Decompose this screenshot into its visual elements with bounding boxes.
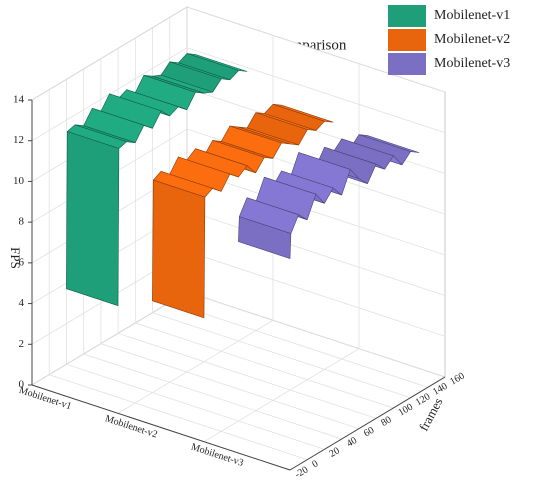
y-tick-label: 12: [13, 134, 24, 146]
y-tick-label: 14: [13, 94, 25, 106]
legend-swatch: [388, 53, 426, 75]
y-tick-label: 8: [19, 216, 25, 228]
y-tick-label: 6: [19, 256, 25, 268]
axis-line: [289, 376, 446, 471]
y-axis-label: FPS: [8, 247, 23, 269]
x-tick-label: 80: [379, 414, 393, 429]
axis-line: [31, 384, 291, 471]
legend-swatch: [388, 29, 426, 51]
ribbon-segment: [238, 216, 292, 260]
ribbon-segment: [66, 131, 120, 307]
legend-label: Mobilenet-v3: [434, 56, 510, 71]
x-tick-label: 20: [328, 445, 342, 460]
x-tick-label: 0: [310, 458, 320, 470]
y-tick-label: 10: [13, 175, 25, 187]
legend-swatch: [388, 5, 426, 27]
x-tick-label: 40: [345, 435, 359, 450]
x-tick-label: 60: [362, 425, 376, 440]
legend-label: Mobilenet-v2: [434, 32, 510, 47]
y-tick-label: 2: [19, 338, 25, 350]
ribbon-segment: [152, 179, 206, 319]
y-tick-label: 0: [19, 379, 25, 391]
x-tick-label: 160: [448, 371, 466, 388]
y-tick-label: 4: [19, 297, 25, 309]
legend-label: Mobilenet-v1: [434, 8, 510, 23]
